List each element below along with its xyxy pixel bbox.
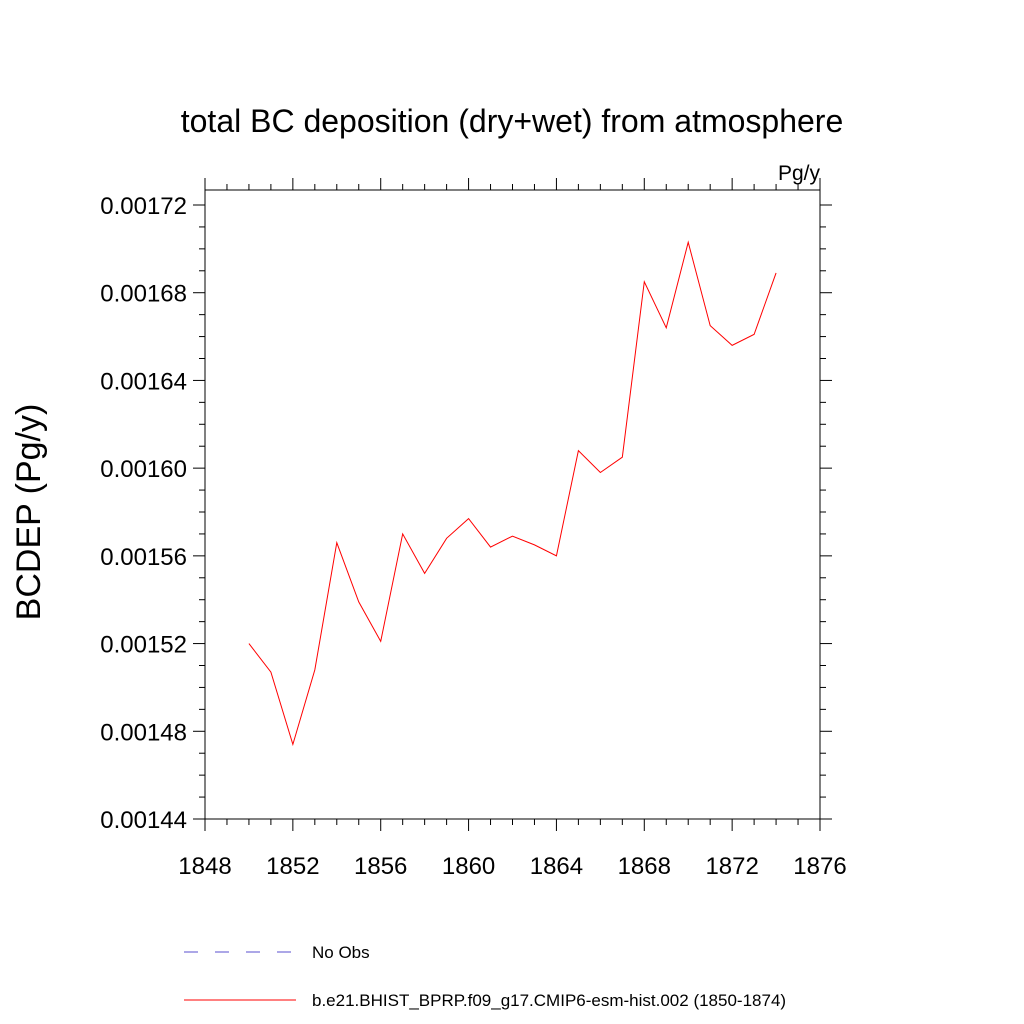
units-label: Pg/y [778,162,821,185]
y-tick-label: 0.00148 [100,719,187,746]
x-tick-label: 1868 [618,853,671,880]
plot-frame [204,189,821,820]
series-layer [248,240,777,747]
x-tick-label: 1848 [178,853,231,880]
y-tick-label: 0.00168 [100,281,187,308]
x-tick-label: 1872 [705,853,758,880]
y-axis-ticks: 0.00144 0.00148 0.00152 0.00156 0.00160 0.001… [100,193,832,834]
legend-label-1: b.e21.BHIST_BPRP.f09_g17.CMIP6-esm-hist.… [312,991,786,1010]
x-tick-label: 1860 [442,853,495,880]
y-tick-label: 0.00152 [100,632,187,659]
x-tick-label: 1856 [354,853,407,880]
legend-label-0: No Obs [312,943,370,962]
x-tick-label: 1864 [530,853,583,880]
series-line-1 [248,240,777,747]
y-tick-label: 0.00156 [100,544,187,571]
y-tick-label: 0.00164 [100,368,187,395]
chart-title: total BC deposition (dry+wet) from atmos… [181,103,844,139]
x-tick-label: 1852 [266,853,319,880]
y-tick-label: 0.00160 [100,456,187,483]
y-tick-label: 0.00144 [100,807,187,834]
x-axis-ticks: 1848 1852 1856 1860 1864 1868 1872 1876 [178,178,847,880]
legend: No Obs b.e21.BHIST_BPRP.f09_g17.CMIP6-esm… [184,943,786,1010]
y-tick-label: 0.00172 [100,193,187,220]
x-tick-label: 1876 [793,853,846,880]
y-axis-label: BCDEP (Pg/y) [10,404,48,621]
